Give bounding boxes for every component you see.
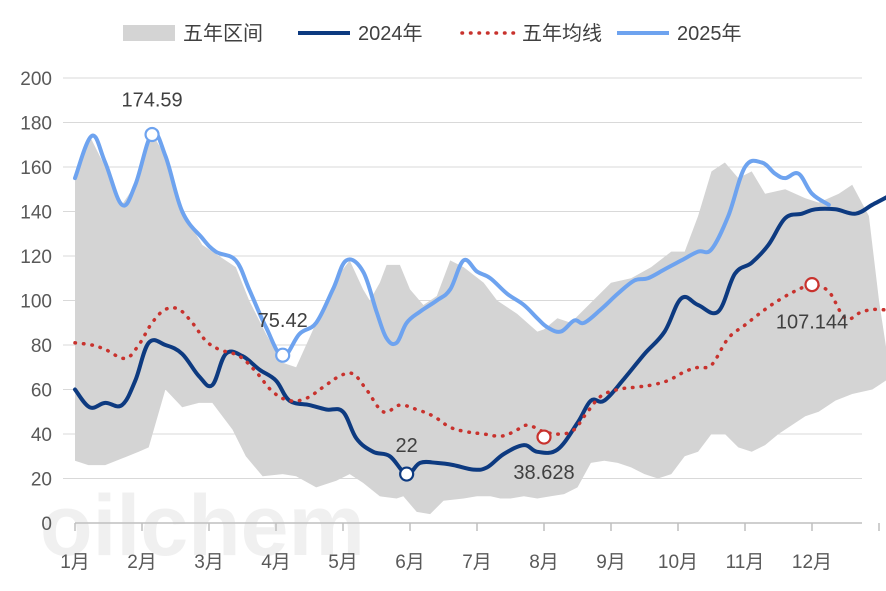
y-tick-label-100: 100 bbox=[20, 292, 52, 313]
y-tick-label-20: 20 bbox=[31, 470, 52, 491]
annotation-label-1: 174.59 bbox=[121, 90, 182, 112]
annotation-marker-1 bbox=[144, 126, 160, 143]
x-tick-label-2: 2月 bbox=[127, 552, 157, 573]
legend-label-1: 五年区间 bbox=[183, 22, 263, 45]
legend-label-4: 2025年 bbox=[677, 22, 742, 45]
legend-label-3: 五年均线 bbox=[522, 22, 602, 45]
y-tick-label-60: 60 bbox=[31, 381, 52, 402]
x-tick-label-11: 11月 bbox=[726, 552, 765, 573]
x-tick-label-7: 7月 bbox=[462, 552, 492, 573]
legend-label-2: 2024年 bbox=[358, 22, 423, 45]
x-tick-label-4: 4月 bbox=[261, 552, 291, 573]
annotation-marker-2 bbox=[275, 347, 291, 363]
annotation-marker-5 bbox=[804, 277, 820, 293]
x-tick-label-6: 6月 bbox=[395, 552, 425, 573]
series-lines bbox=[73, 130, 886, 477]
y-tick-label-120: 120 bbox=[20, 247, 52, 268]
y-tick-label-200: 200 bbox=[20, 69, 52, 90]
annotation-label-3: 22 bbox=[396, 435, 418, 457]
range-band bbox=[75, 133, 886, 515]
legend-swatch-band bbox=[123, 25, 175, 41]
legend: 五年区间 2024年 五年均线 2025年 bbox=[123, 22, 742, 45]
x-tick-label-1: 1月 bbox=[60, 552, 90, 573]
watermark-logo: oilchem bbox=[40, 478, 365, 574]
y-tick-label-40: 40 bbox=[31, 425, 52, 446]
x-tick-label-3: 3月 bbox=[194, 552, 224, 573]
annotation-label-5: 107.144 bbox=[776, 312, 848, 334]
x-tick-label-5: 5月 bbox=[328, 552, 358, 573]
series-line-2025 bbox=[73, 130, 831, 359]
y-tick-label-160: 160 bbox=[20, 158, 52, 179]
x-tick-label-10: 10月 bbox=[658, 552, 698, 573]
axes: 0 20 40 60 80 100 120 140 160 180 200 1月 2月 3月 4月 5月 6月 7… bbox=[20, 69, 880, 573]
annotation-label-4: 38.628 bbox=[513, 462, 574, 484]
x-tick-label-12: 12月 bbox=[792, 552, 832, 573]
y-tick-label-140: 140 bbox=[20, 203, 52, 224]
y-tick-label-80: 80 bbox=[31, 336, 52, 357]
annotation-label-2: 75.42 bbox=[258, 310, 308, 332]
y-tick-label-0: 0 bbox=[41, 514, 52, 535]
band-group bbox=[75, 133, 886, 515]
y-tick-label-180: 180 bbox=[20, 114, 52, 135]
watermark-group: oilchem bbox=[40, 478, 365, 574]
x-tick-label-9: 9月 bbox=[596, 552, 626, 573]
series-line-2024 bbox=[73, 195, 886, 477]
annotation-marker-4 bbox=[536, 429, 552, 445]
annotation-marker-3 bbox=[399, 466, 415, 482]
x-tick-label-8: 8月 bbox=[529, 552, 559, 573]
